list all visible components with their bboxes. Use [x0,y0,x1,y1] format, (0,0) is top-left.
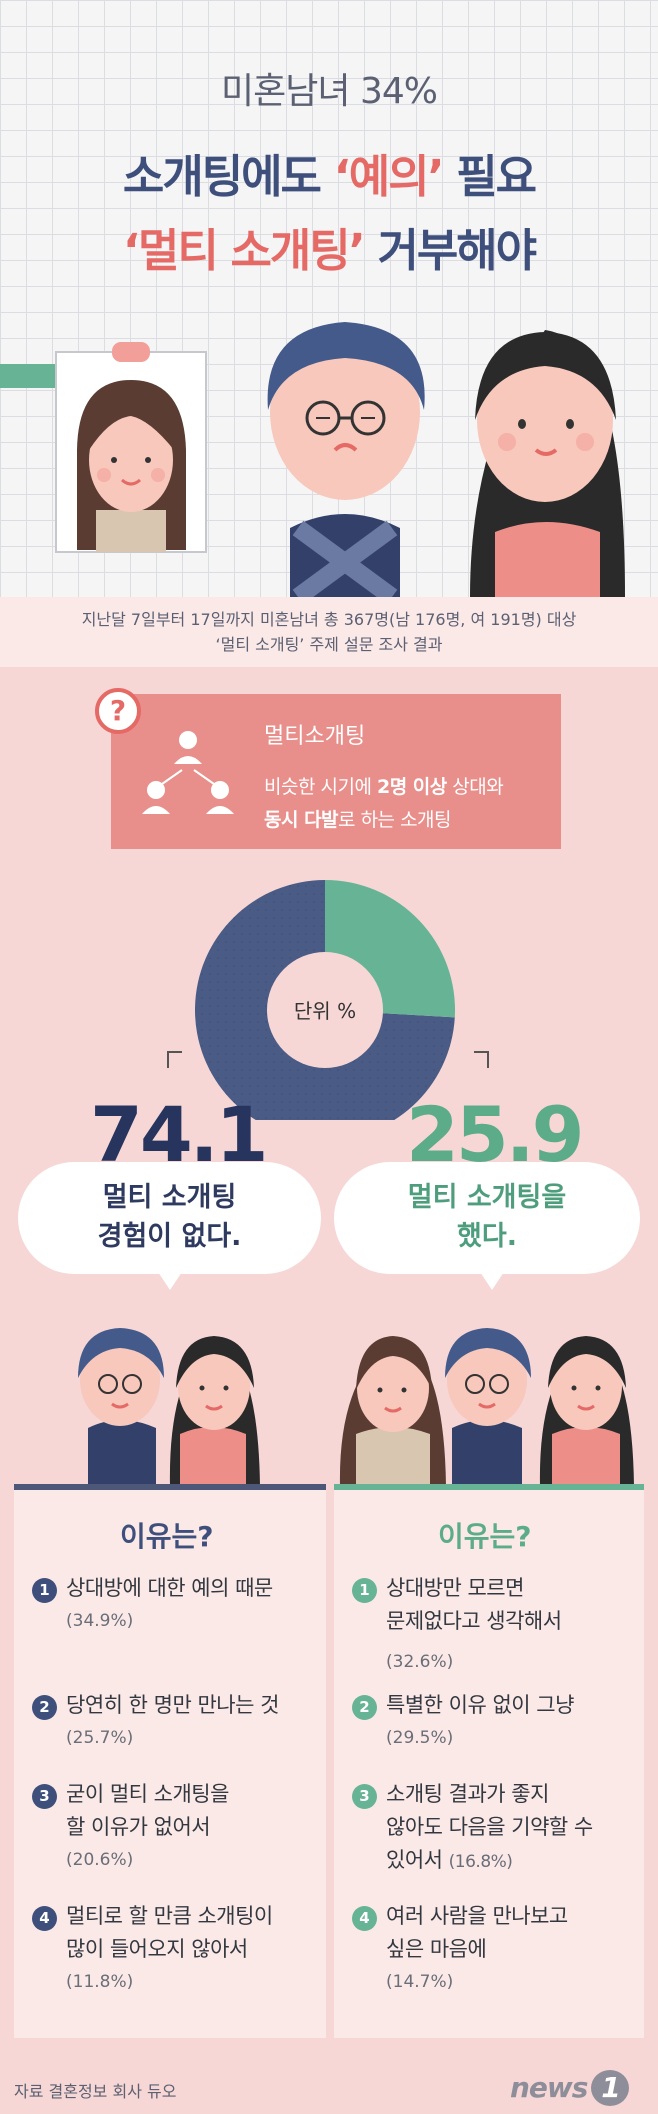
definition-box [111,694,561,849]
reason-number-badge: 3 [32,1784,57,1809]
bubble-tail [158,1272,182,1290]
footer: 자료 결혼정보 회사 듀오 news 1 [0,2064,658,2114]
reasons-panel-yes [334,1490,644,2038]
leader-line-yes [474,1051,489,1068]
reason-number-badge: 1 [352,1578,377,1603]
column-divider-no [14,1484,326,1490]
reasons-panel-no [14,1490,326,2038]
source-label: 자료 결혼정보 회사 듀오 [14,2082,177,2101]
speech-bubble-yes: 멀티 소개팅을 했다. [334,1162,640,1274]
man-character [267,322,425,597]
reason-line: 소개팅 결과가 좋지 [386,1782,549,1806]
donut-chart: 단위 % [167,880,489,1120]
trio-right [339,1328,634,1486]
news1-logo: news 1 [510,2070,630,2106]
reason-number-badge: 1 [32,1578,57,1603]
reason-line: 문제없다고 생각해서 [386,1609,562,1633]
reason-line: 멀티로 할 만큼 소개팅이 [66,1904,273,1928]
reason-percent: (20.6%) [66,1850,134,1870]
survey-line-2: ‘멀티 소개팅’ 주제 설문 조사 결과 [215,635,443,654]
people-network-icon [142,731,234,814]
headline-line-2: ‘멀티 소개팅’ 거부해야 [0,214,658,279]
bubble-line: 경험이 없다. [97,1221,242,1252]
reason-line: 않아도 다음을 기약할 수 [386,1815,593,1839]
reason-number-badge: 2 [352,1695,377,1720]
reason-percent: (32.6%) [386,1652,454,1672]
reason-number-badge: 4 [352,1906,377,1931]
couple-left [78,1328,260,1486]
reason-text: 상대방에 대한 예의 때문 [66,1572,273,1605]
reason-line: 상대방에 대한 예의 때문 [66,1576,273,1600]
survey-line-1: 지난달 7일부터 17일까지 미혼남녀 총 367명(남 176명, 여 191… [81,610,577,629]
couples-illustration [78,1328,634,1486]
desc-bold: 동시 다발 [264,809,339,831]
speech-bubble-no: 멀티 소개팅 경험이 없다. [18,1162,321,1274]
bubble-line: 멀티 소개팅 [102,1182,237,1213]
reasons-title-no: 이유는? [120,1520,214,1553]
definition-desc-1: 비슷한 시기에 2명 이상 상대와 [264,772,504,799]
reason-line: 상대방만 모르면 [386,1576,524,1600]
survey-info: 지난달 7일부터 17일까지 미혼남녀 총 367명(남 176명, 여 191… [0,597,658,667]
hero-section: 미혼남녀 34% 소개팅에도 ‘예의’ 필요 ‘멀티 소개팅’ 거부해야 [0,0,658,597]
headline-text: 거부해야 [363,224,537,277]
logo-number: 1 [591,2070,630,2106]
reason-line: 당연히 한 명만 만나는 것 [66,1693,279,1717]
logo-text: news [510,2071,588,2104]
leader-line-no [167,1051,182,1068]
reason-line: 많이 들어오지 않아서 [66,1937,248,1961]
reason-number-badge: 2 [32,1695,57,1720]
bubble-line: 했다. [457,1221,517,1252]
reason-percent: (25.7%) [66,1728,134,1748]
reason-percent: (14.7%) [386,1972,454,1992]
reason-text: 특별한 이유 없이 그냥 [386,1689,574,1722]
headline-text: 소개팅에도 [122,150,334,203]
photo-card [55,342,207,553]
donut-hole [267,952,383,1068]
supertitle: 미혼남녀 34% [221,71,438,112]
reason-line: 굳이 멀티 소개팅을 [66,1782,229,1806]
reason-percent: (34.9%) [66,1611,134,1631]
question-icon: ? [95,688,141,734]
desc-text: 상대와 [446,776,504,798]
definition-desc-2: 동시 다발로 하는 소개팅 [264,805,452,832]
reason-line-text: 있어서 [386,1848,443,1872]
reasons-title-yes: 이유는? [438,1520,532,1553]
reason-text: 당연히 한 명만 만나는 것 [66,1689,279,1722]
headline-accent: ‘예의’ [333,150,445,203]
definition-title: 멀티소개팅 [264,724,366,749]
reason-number-badge: 4 [32,1906,57,1931]
headline-accent: ‘멀티 소개팅’ [122,224,366,277]
hero-illustration [0,322,625,597]
reason-line: 특별한 이유 없이 그냥 [386,1693,574,1717]
headline-text: 필요 [442,150,537,203]
bubble-tail [480,1272,504,1290]
desc-text: 로 하는 소개팅 [338,809,452,831]
bubble-line: 멀티 소개팅을 [407,1182,567,1213]
reason-line: 있어서 (16.8%) [386,1844,593,1879]
column-divider-yes [334,1484,644,1490]
reason-line: 할 이유가 없어서 [66,1815,211,1839]
headline-line-1: 소개팅에도 ‘예의’ 필요 [0,140,658,205]
donut-center-label: 단위 % [294,999,356,1023]
desc-bold: 2명 이상 [376,776,447,798]
reason-number-badge: 3 [352,1784,377,1809]
woman-character [470,330,625,597]
reason-line: 여러 사람을 만나보고 [386,1904,568,1928]
desc-text: 비슷한 시기에 [264,776,377,798]
reason-line: 싶은 마음에 [386,1937,487,1961]
reason-percent: (11.8%) [66,1972,134,1992]
reason-percent: (16.8%) [448,1852,513,1872]
reason-percent: (29.5%) [386,1728,454,1748]
